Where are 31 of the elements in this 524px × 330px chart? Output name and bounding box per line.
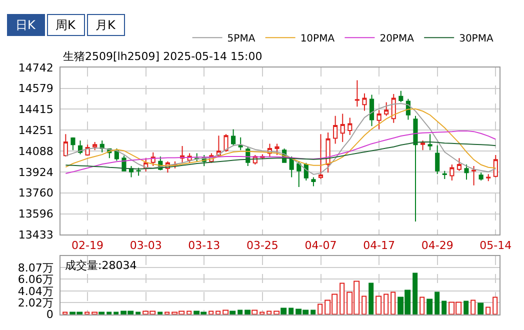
x-tick-label: 04-17 bbox=[363, 238, 396, 252]
text: 月K bbox=[96, 18, 116, 32]
y-tick-label: 13433 bbox=[18, 228, 54, 242]
y-tick-label: 2.02万 bbox=[18, 296, 54, 310]
y-tick-label: 13924 bbox=[18, 166, 54, 179]
y-tick-label: 0 bbox=[46, 308, 54, 322]
legend-label: 30PMA bbox=[459, 34, 494, 45]
y-tick-label: 14088 bbox=[18, 144, 54, 158]
y-tick-label: 14251 bbox=[18, 124, 54, 138]
x-tick-label: 03-13 bbox=[188, 238, 220, 252]
legend-label: 10PMA bbox=[300, 34, 335, 45]
y-tick-label: 14742 bbox=[18, 61, 54, 74]
chart-title: 成交量:28034 bbox=[65, 259, 137, 272]
y-tick-label: 6.06万 bbox=[18, 273, 54, 286]
chart-title: 生猪2509[lh2509] 2025-05-14 15:00 bbox=[63, 50, 262, 63]
legend-label: 5PMA bbox=[227, 34, 256, 45]
y-tick-label: 13596 bbox=[18, 208, 54, 221]
y-tick-label: 14415 bbox=[18, 103, 54, 116]
x-tick-label: 04-29 bbox=[421, 238, 454, 252]
text: 周K bbox=[56, 18, 76, 32]
y-tick-label: 4.04万 bbox=[18, 284, 54, 298]
x-tick-label: 02-19 bbox=[72, 238, 104, 252]
x-tick-label: 04-07 bbox=[304, 238, 337, 252]
x-tick-label: 05-14 bbox=[480, 238, 512, 252]
y-tick-label: 13760 bbox=[18, 186, 54, 200]
legend-label: 20PMA bbox=[380, 34, 414, 45]
x-tick-label: 03-03 bbox=[130, 238, 162, 252]
y-tick-label: 14579 bbox=[18, 82, 54, 96]
x-tick-label: 03-25 bbox=[246, 238, 278, 252]
y-tick-label: 8.07万 bbox=[18, 261, 54, 274]
text: 日K bbox=[16, 18, 36, 32]
